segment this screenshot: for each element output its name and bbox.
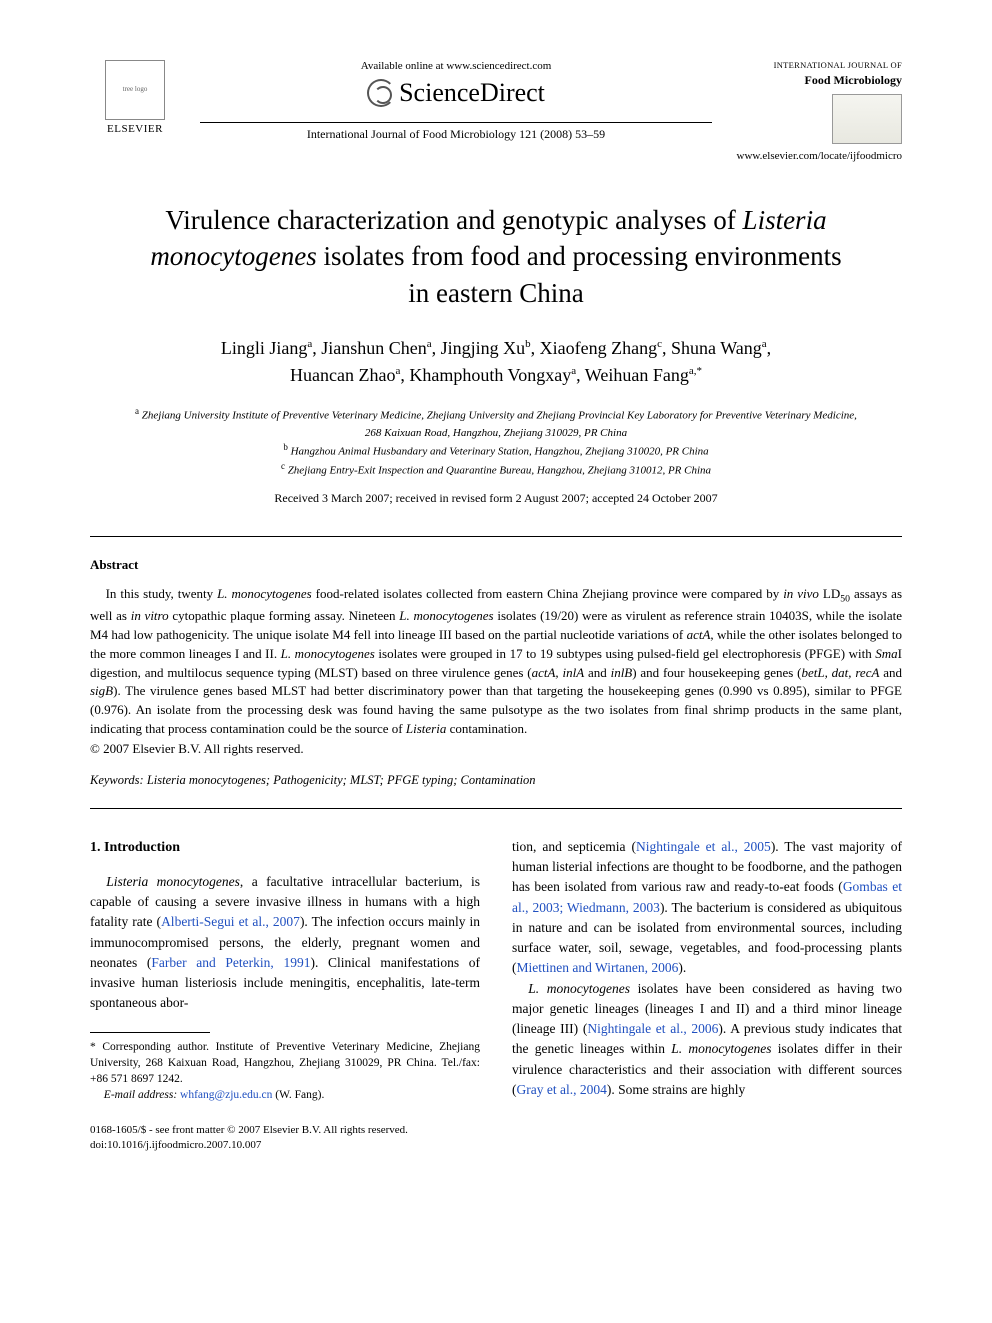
keywords-text: Listeria monocytogenes; Pathogenicity; M… <box>144 773 536 787</box>
elsevier-tree-icon: tree logo <box>105 60 165 120</box>
author-2: Jianshun Chen <box>321 338 427 358</box>
author-6: Huancan Zhao <box>290 365 395 385</box>
author-7: Khamphouth Vongxay <box>409 365 571 385</box>
body-columns: 1. Introduction Listeria monocytogenes, … <box>90 837 902 1103</box>
publisher-name: ELSEVIER <box>107 123 163 135</box>
publisher-logo-block: tree logo ELSEVIER <box>90 60 180 135</box>
author-1: Lingli Jiang <box>221 338 308 358</box>
divider-below-abstract <box>90 808 902 809</box>
abstract-copyright: © 2007 Elsevier B.V. All rights reserved… <box>90 741 902 757</box>
footer-line-2: doi:10.1016/j.ijfoodmicro.2007.10.007 <box>90 1138 902 1153</box>
abstract-body: In this study, twenty L. monocytogenes f… <box>90 585 902 739</box>
footnote-rule <box>90 1032 210 1033</box>
abstract-heading: Abstract <box>90 557 902 573</box>
author-4-aff: c <box>657 338 662 350</box>
email-footnote: E-mail address: whfang@zju.edu.cn (W. Fa… <box>90 1087 480 1103</box>
author-4: Xiaofeng Zhang <box>540 338 657 358</box>
journal-url: www.elsevier.com/locate/ijfoodmicro <box>732 150 902 162</box>
footer-info: 0168-1605/$ - see front matter © 2007 El… <box>90 1123 902 1154</box>
author-2-aff: a <box>427 338 432 350</box>
author-7-aff: a <box>571 365 576 377</box>
left-column: 1. Introduction Listeria monocytogenes, … <box>90 837 480 1103</box>
journal-cover-thumbnail <box>832 94 902 144</box>
intro-para-2: L. monocytogenes isolates have been cons… <box>512 979 902 1101</box>
journal-citation: International Journal of Food Microbiolo… <box>200 127 712 142</box>
keywords-line: Keywords: Listeria monocytogenes; Pathog… <box>90 773 902 788</box>
journal-masthead: INTERNATIONAL JOURNAL OF Food Microbiolo… <box>732 60 902 162</box>
header-divider <box>200 122 712 123</box>
page-container: tree logo ELSEVIER Available online at w… <box>0 0 992 1194</box>
title-post: isolates from food and processing enviro… <box>317 241 842 307</box>
author-3: Jingjing Xu <box>441 338 526 358</box>
intro-para-1-right: tion, and septicemia (Nightingale et al.… <box>512 837 902 979</box>
citation-link[interactable]: Alberti-Segui et al., 2007 <box>161 914 300 929</box>
intro-para-1-left: Listeria monocytogenes, a facultative in… <box>90 872 480 1014</box>
footer-line-1: 0168-1605/$ - see front matter © 2007 El… <box>90 1123 902 1138</box>
right-column: tion, and septicemia (Nightingale et al.… <box>512 837 902 1103</box>
available-online-text: Available online at www.sciencedirect.co… <box>200 60 712 72</box>
introduction-heading: 1. Introduction <box>90 837 480 858</box>
article-title: Virulence characterization and genotypic… <box>150 202 842 311</box>
journal-name-bold: Food Microbiology <box>732 73 902 88</box>
authors-block: Lingli Jianga, Jianshun Chena, Jingjing … <box>130 335 862 389</box>
author-8: Weihuan Fang <box>585 365 689 385</box>
author-5: Shuna Wang <box>671 338 762 358</box>
author-6-aff: a <box>395 365 400 377</box>
sciencedirect-logo: ScienceDirect <box>200 78 712 108</box>
citation-link[interactable]: Gray et al., 2004 <box>517 1082 607 1097</box>
affiliation-a: a Zhejiang University Institute of Preve… <box>130 405 862 441</box>
author-3-aff: b <box>525 338 531 350</box>
citation-link[interactable]: Miettinen and Wirtanen, 2006 <box>517 960 679 975</box>
corresponding-author-footnote: * Corresponding author. Institute of Pre… <box>90 1039 480 1087</box>
author-1-aff: a <box>307 338 312 350</box>
sciencedirect-swirl-icon <box>367 79 395 107</box>
journal-name-upper: INTERNATIONAL JOURNAL OF <box>732 60 902 71</box>
platform-name: ScienceDirect <box>399 78 545 108</box>
citation-link[interactable]: Farber and Peterkin, 1991 <box>151 955 310 970</box>
citation-link[interactable]: Nightingale et al., 2005 <box>636 839 771 854</box>
article-dates: Received 3 March 2007; received in revis… <box>90 491 902 506</box>
affiliation-c: c Zhejiang Entry-Exit Inspection and Qua… <box>130 460 862 479</box>
email-link[interactable]: whfang@zju.edu.cn <box>177 1089 272 1101</box>
affiliations-block: a Zhejiang University Institute of Preve… <box>130 405 862 479</box>
keywords-label: Keywords: <box>90 773 144 787</box>
affiliation-b: b Hangzhou Animal Husbandary and Veterin… <box>130 441 862 460</box>
divider-above-abstract <box>90 536 902 537</box>
center-header: Available online at www.sciencedirect.co… <box>180 60 732 142</box>
header-row: tree logo ELSEVIER Available online at w… <box>90 60 902 162</box>
title-pre: Virulence characterization and genotypic… <box>165 205 742 235</box>
citation-link[interactable]: Nightingale et al., 2006 <box>587 1021 718 1036</box>
author-8-aff: a,* <box>689 365 702 377</box>
author-5-aff: a <box>762 338 767 350</box>
